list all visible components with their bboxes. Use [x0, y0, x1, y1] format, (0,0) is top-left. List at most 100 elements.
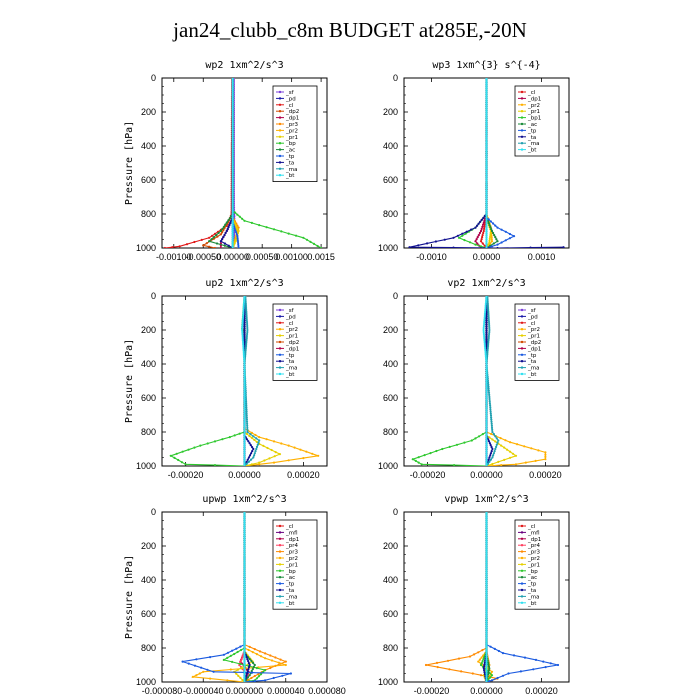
data-point_bp	[287, 232, 290, 235]
data-point_bp	[243, 219, 246, 222]
y-tick-label: 0	[151, 291, 156, 301]
data-point_ta	[224, 231, 227, 235]
data-point_ta	[485, 325, 488, 328]
legend-label: _ta	[285, 359, 294, 365]
legend-label: _pd	[527, 314, 538, 320]
data-point_bt	[231, 119, 234, 123]
data-point_ac	[228, 217, 231, 220]
data-point_bt	[231, 216, 234, 219]
data-point_ma	[255, 445, 259, 448]
legend-marker	[520, 334, 524, 337]
data-point_cl	[483, 223, 486, 226]
data-point_pr1	[489, 233, 492, 237]
data-point_bt	[485, 87, 488, 90]
data-point_dp1	[477, 234, 480, 237]
data-point_ac	[495, 238, 498, 241]
y-axis-label: Pressure [hPa]	[124, 555, 135, 639]
data-point_tp	[236, 240, 240, 244]
data-point_ma	[245, 406, 248, 409]
legend-label: _pd	[285, 314, 296, 320]
y-tick-label: 200	[141, 325, 156, 335]
data-point_bt	[243, 367, 246, 370]
data-point_ma	[488, 322, 491, 326]
data-point_bt	[483, 312, 486, 316]
data-point_tp	[236, 237, 239, 240]
data-point_bt	[231, 175, 234, 178]
y-tick-label: 600	[141, 175, 156, 185]
data-point_ma	[490, 426, 494, 429]
data-point_bt	[485, 101, 488, 104]
data-point_ta	[485, 342, 488, 345]
data-point_ma	[491, 456, 494, 459]
data-point_ma	[246, 428, 249, 431]
data-point_ma	[246, 424, 249, 427]
data-point_bp1	[474, 243, 477, 246]
data-point_bp	[481, 433, 484, 436]
data-point_bt	[231, 201, 234, 204]
y-tick-label: 800	[141, 643, 156, 653]
data-point_ma	[258, 439, 261, 442]
data-point_bt	[485, 154, 488, 157]
data-point_pr2	[317, 454, 320, 457]
data-point_bp	[228, 436, 231, 439]
data-point_bt	[485, 424, 488, 427]
data-point_bt	[231, 189, 234, 192]
data-point_bt	[485, 152, 488, 155]
data-point_ac	[224, 223, 227, 226]
y-tick-label: 800	[383, 427, 398, 437]
data-point_bt	[231, 83, 234, 86]
data-point_bt	[243, 377, 246, 380]
data-point_pr2	[265, 438, 268, 441]
data-point_dp2	[219, 233, 222, 236]
data-point_ma	[492, 433, 495, 436]
panel-2: wp3 1xm^{3} s^{-4}02004006008001000-0.00…	[378, 60, 570, 262]
data-point_pr2	[305, 450, 308, 453]
data-point_tp	[489, 220, 492, 223]
data-point_bt	[485, 124, 488, 127]
legend-label: _ta	[527, 135, 536, 141]
data-point_pr3	[253, 674, 256, 678]
data-point_bt	[485, 405, 488, 408]
x-tick-label: -0.0010	[416, 252, 447, 262]
data-point_bt	[231, 208, 234, 211]
data-point_pr1	[273, 455, 276, 458]
data-point_bt	[485, 391, 488, 394]
data-point_pr2	[258, 463, 261, 466]
data-point_ta	[243, 333, 246, 336]
data-point_ta	[562, 246, 565, 248]
data-point_bt	[485, 401, 488, 404]
series-line_bp1	[457, 78, 488, 248]
data-point_ta	[243, 335, 246, 339]
data-point_bt	[485, 358, 488, 362]
data-point_bt	[231, 228, 234, 231]
data-point_bp	[177, 458, 180, 462]
data-point_pr2	[490, 240, 494, 243]
data-point_pr2	[523, 445, 526, 448]
data-point_ma	[489, 412, 492, 415]
data-point_dp1	[476, 242, 479, 245]
data-point_ma	[253, 452, 256, 455]
data-point_bp	[187, 448, 190, 451]
data-point_bt	[485, 99, 488, 102]
data-point_ma	[245, 314, 248, 318]
data-point_cl	[211, 234, 214, 237]
data-point_ta	[485, 335, 488, 339]
data-point_ma	[488, 397, 491, 401]
data-point_ma	[246, 326, 249, 330]
legend-label: _pr1	[527, 334, 540, 340]
data-point_pr1	[489, 235, 492, 239]
data-point_ma	[488, 402, 491, 405]
data-point_pr1	[509, 450, 512, 453]
data-point_bt	[485, 105, 488, 108]
data-point_bt	[485, 367, 488, 370]
x-tick-label: 0.000040	[267, 686, 305, 696]
data-point_bt	[485, 460, 488, 463]
data-point_bt	[241, 338, 244, 342]
data-point_ma	[244, 302, 247, 306]
data-point_bt	[231, 191, 234, 194]
data-point_bp	[213, 464, 217, 466]
y-tick-label: 600	[141, 609, 156, 619]
data-point_ma	[490, 416, 493, 419]
data-point_ta	[243, 325, 246, 328]
data-point_ma	[255, 437, 258, 440]
